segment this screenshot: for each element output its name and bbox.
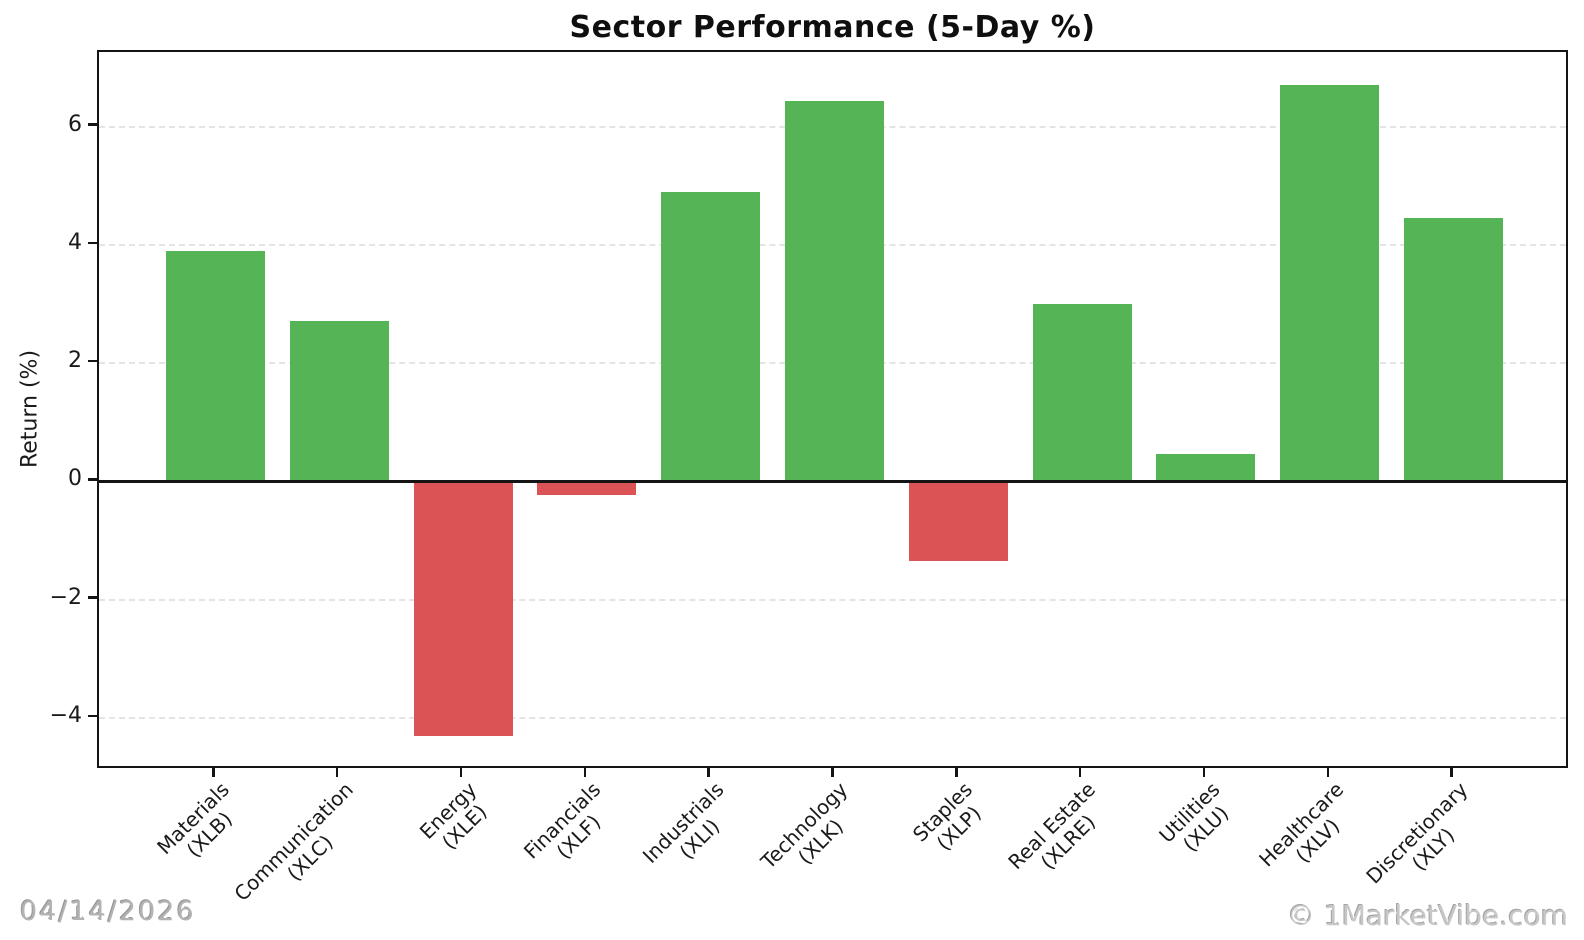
x-tick-mark-2 — [335, 768, 339, 777]
x-tick-mark-8 — [1078, 768, 1082, 777]
bar-utilities-xlu — [1156, 454, 1256, 482]
y-tick-label-2: 2 — [68, 348, 82, 374]
bar-financials-xlf — [537, 481, 637, 495]
x-tick-label-xli: Industrials (XLI) — [638, 777, 729, 868]
bar-materials-xlb — [165, 250, 265, 482]
x-tick-mark-6 — [831, 768, 834, 777]
bar-healthcare-xlv — [1280, 85, 1380, 482]
y-tick-mark--2 — [88, 596, 97, 599]
x-tick-mark-10 — [1326, 768, 1330, 777]
y-tick-mark--4 — [88, 714, 97, 718]
x-tick-label-xlu: Utilities (XLU) — [1154, 777, 1233, 857]
x-tick-mark-1 — [212, 768, 215, 777]
x-tick-label-xly: Discretionary (XLY) — [1360, 777, 1472, 889]
y-tick-label--4: −4 — [49, 702, 82, 728]
x-tick-mark-5 — [707, 768, 710, 777]
bar-discretionary-xly — [1404, 218, 1504, 482]
bar-communication-xlc — [289, 320, 389, 482]
gridline-y--4 — [99, 716, 1566, 719]
watermark-credit: © 1MarketVibe.com — [1287, 899, 1568, 932]
date-stamp: 04/14/2026 — [20, 896, 196, 927]
x-tick-mark-3 — [459, 768, 463, 777]
y-tick-mark-0 — [88, 478, 97, 481]
y-tick-mark-6 — [88, 123, 97, 126]
x-tick-mark-11 — [1450, 768, 1453, 777]
x-tick-label-xlc: Communication (XLC) — [229, 777, 358, 906]
x-tick-label-xlf: Financials (XLF) — [518, 777, 606, 864]
x-tick-label-xle: Energy (XLE) — [414, 777, 492, 855]
x-tick-label-xlv: Healthcare (XLV) — [1253, 777, 1349, 872]
x-tick-mark-7 — [955, 768, 958, 777]
bar-staples-xlp — [908, 481, 1008, 562]
chart-title: Sector Performance (5-Day %) — [569, 10, 1096, 45]
y-tick-mark-4 — [88, 241, 97, 245]
bar-energy-xle — [413, 481, 513, 736]
bar-technology-xlk — [784, 101, 885, 482]
x-tick-mark-9 — [1202, 768, 1206, 777]
zero-line — [99, 479, 1566, 483]
x-tick-label-xlre: Real Estate (XLRE) — [1003, 777, 1101, 875]
plot-area — [97, 50, 1568, 768]
y-tick-label--2: −2 — [49, 584, 82, 610]
x-tick-mark-4 — [583, 768, 587, 777]
x-tick-label-xlp: Staples (XLP) — [907, 777, 986, 856]
y-tick-label-0: 0 — [68, 466, 82, 492]
y-tick-label-4: 4 — [68, 229, 82, 255]
bar-real-estate-xlre — [1032, 303, 1132, 482]
bar-industrials-xli — [661, 191, 761, 482]
x-tick-label-xlb: Materials (XLB) — [151, 777, 237, 863]
y-tick-label-6: 6 — [68, 111, 82, 137]
y-tick-mark-2 — [88, 359, 97, 363]
gridline-y--2 — [99, 598, 1566, 601]
x-tick-label-xlk: Technology (XLK) — [756, 777, 853, 874]
